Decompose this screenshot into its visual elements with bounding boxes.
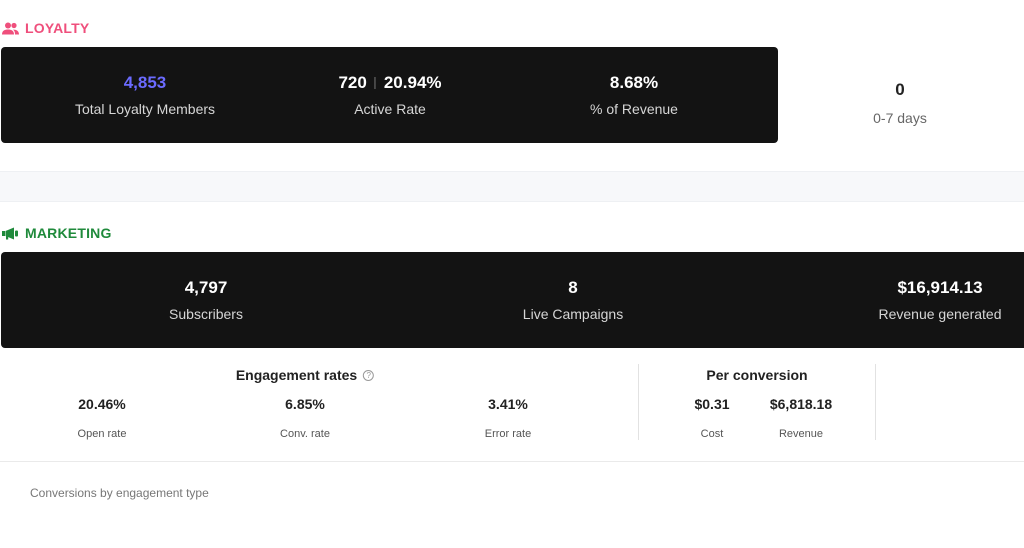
total-loyalty-members-value: 4,853: [123, 73, 167, 92]
conversions-by-engagement-label: Conversions by engagement type: [30, 486, 209, 500]
per-conversion-title: Per conversion: [706, 367, 807, 383]
live-campaigns-label: Live Campaigns: [522, 306, 624, 322]
open-rate-label: Open rate: [77, 428, 127, 440]
active-rate-percent: 20.94%: [383, 73, 442, 92]
error-rate-value: 3.41%: [488, 396, 528, 412]
active-count-value: 720: [338, 73, 367, 92]
error-rate-metric: 3.41% Error rate: [485, 396, 531, 440]
conv-rate-value: 6.85%: [285, 396, 325, 412]
subscribers-value: 4,797: [184, 278, 228, 297]
revenue-generated-label: Revenue generated: [878, 306, 1002, 322]
total-loyalty-members-stat[interactable]: 4,853 Total Loyalty Members: [75, 73, 215, 117]
users-icon: [2, 22, 19, 35]
loyalty-stats-card: 4,853 Total Loyalty Members 720 20.94% Ac…: [1, 47, 778, 143]
cost-label: Cost: [700, 428, 724, 440]
loyalty-section-title: LOYALTY: [2, 20, 89, 36]
total-loyalty-members-label: Total Loyalty Members: [74, 101, 216, 117]
revenue-percent-label: % of Revenue: [590, 101, 678, 117]
engagement-rates-title: Engagement rates ?: [235, 367, 375, 383]
revenue-generated-stat[interactable]: $16,914.13 Revenue generated: [879, 278, 1002, 322]
revenue-percent-stat[interactable]: 8.68% % of Revenue: [590, 73, 678, 117]
active-rate-value: 720 20.94%: [338, 73, 441, 93]
value-separator: [374, 76, 376, 89]
megaphone-icon: [2, 227, 19, 240]
loyalty-title-label: LOYALTY: [25, 20, 90, 36]
active-rate-label: Active Rate: [354, 101, 426, 117]
conversion-revenue-value: $6,818.18: [769, 396, 833, 412]
conv-rate-metric: 6.85% Conv. rate: [280, 396, 330, 440]
revenue-percent-value: 8.68%: [609, 73, 659, 92]
open-rate-value: 20.46%: [78, 396, 126, 412]
conv-rate-label: Conv. rate: [280, 428, 330, 440]
subscribers-label: Subscribers: [169, 306, 243, 322]
active-rate-stat[interactable]: 720 20.94% Active Rate: [338, 73, 441, 117]
section-divider-band: [0, 171, 1024, 202]
error-rate-label: Error rate: [484, 428, 532, 440]
help-circle-icon[interactable]: ?: [363, 369, 375, 381]
open-rate-metric: 20.46% Open rate: [78, 396, 127, 440]
cost-value: $0.31: [694, 396, 730, 412]
live-campaigns-stat[interactable]: 8 Live Campaigns: [523, 278, 623, 322]
per-conversion-label: Per conversion: [706, 367, 808, 383]
horizontal-divider: [0, 461, 1024, 462]
conversion-revenue-metric: $6,818.18 Revenue: [770, 396, 832, 440]
engagement-rates-label: Engagement rates: [235, 367, 358, 383]
marketing-stats-card: 4,797 Subscribers 8 Live Campaigns $16,9…: [1, 252, 1024, 348]
live-campaigns-value: 8: [568, 278, 578, 297]
marketing-title-label: MARKETING: [25, 225, 112, 241]
conversion-revenue-label: Revenue: [778, 428, 824, 440]
marketing-section-title: MARKETING: [2, 225, 112, 241]
revenue-generated-value: $16,914.13: [897, 278, 983, 297]
group-divider: [875, 364, 876, 440]
subscribers-stat[interactable]: 4,797 Subscribers: [169, 278, 243, 322]
group-divider: [638, 364, 639, 440]
recent-members-value: 0: [895, 80, 905, 99]
recent-members-label: 0-7 days: [873, 110, 927, 126]
recent-members-stat[interactable]: 0 0-7 days: [873, 80, 927, 126]
cost-metric: $0.31 Cost: [694, 396, 729, 440]
